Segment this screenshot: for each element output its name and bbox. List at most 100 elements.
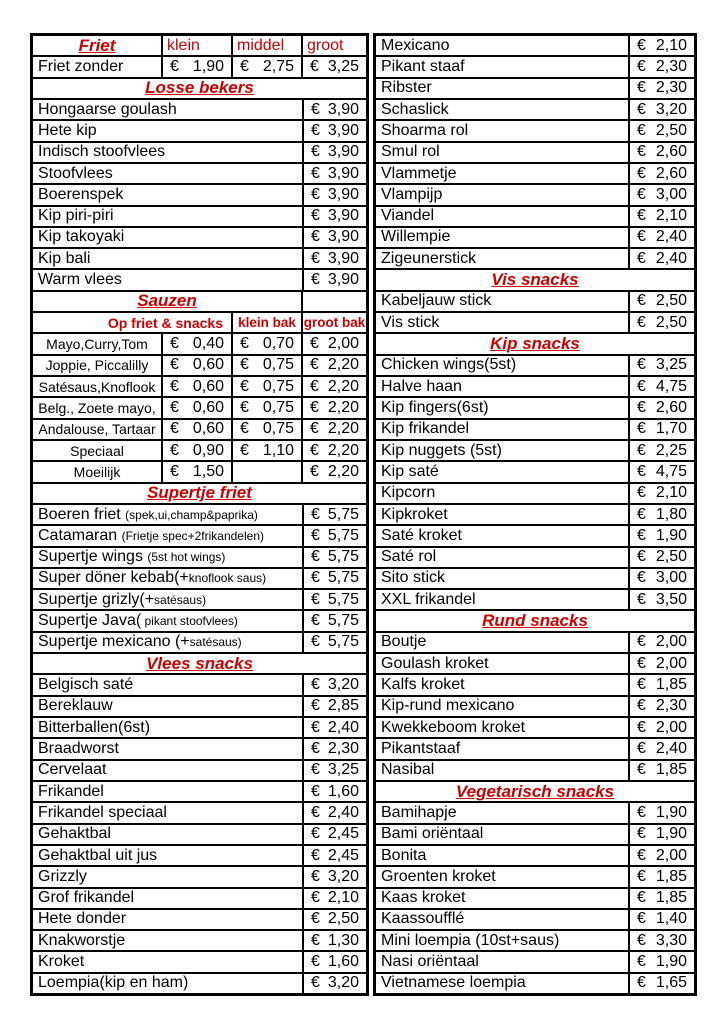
euro-sign: €	[311, 867, 320, 885]
item-price: €2,60	[628, 398, 694, 418]
euro-sign: €	[311, 228, 320, 246]
item-name: Grof frikandel	[33, 889, 302, 908]
item-name-text: Hete kip	[38, 121, 97, 139]
item-price: €2,50	[628, 313, 694, 333]
euro-sign: €	[637, 803, 646, 821]
price-value: 2,00	[655, 633, 687, 651]
price-value: 2,85	[327, 697, 359, 715]
price-value: 5,75	[327, 590, 359, 608]
menu-row: Supertje Java( pikant stoofvlees) €5,75	[33, 609, 366, 631]
item-price: €3,20	[628, 99, 694, 120]
price-value: 0,90	[192, 441, 224, 459]
item-name-text: Supertje grizly(+	[38, 590, 155, 608]
price-value: 1,10	[262, 441, 294, 459]
item-price: €2,00	[628, 632, 694, 653]
section-title: Friet	[78, 36, 116, 55]
euro-sign: €	[170, 377, 179, 395]
price-value: 3,25	[327, 57, 359, 75]
menu-row: Kip saté €4,75	[376, 460, 694, 482]
menu-row: Ribster €2,30	[376, 76, 694, 98]
item-price: €2,20	[301, 462, 366, 482]
price-value: 2,40	[327, 718, 359, 736]
menu-row: Friet zonder €1,90 €2,75 €3,25	[33, 55, 366, 77]
menu-row: Knakworstje €1,30	[33, 929, 366, 951]
price-value: 3,25	[655, 356, 687, 374]
menu-row: Loempia(kip en ham) €3,20	[33, 971, 366, 994]
item-name-text: Frikandel	[38, 782, 104, 800]
section-title: Vis snacks	[491, 270, 579, 290]
euro-sign: €	[311, 143, 320, 161]
price-value: 2,10	[655, 207, 687, 225]
item-price: €5,75	[302, 504, 366, 525]
item-name: Goulash kroket	[376, 654, 628, 673]
price-value: 1,85	[655, 889, 687, 907]
euro-sign: €	[637, 143, 646, 161]
empty-cell	[301, 291, 366, 312]
item-name-text: Bereklauw	[38, 697, 113, 715]
item-name: Boutje	[376, 633, 628, 652]
euro-sign: €	[637, 569, 646, 587]
item-price: €2,85	[302, 696, 366, 716]
menu-row: Halve haan €4,75	[376, 375, 694, 397]
menu-row: Kip nuggets (5st) €2,25	[376, 438, 694, 461]
price-value: 2,60	[655, 164, 687, 182]
item-note: (5st hot wings)	[147, 550, 226, 565]
item-price: €3,90	[302, 185, 366, 205]
item-name-text: Ribster	[381, 79, 432, 97]
item-name-text: Kip frikandel	[381, 420, 470, 438]
item-name: Frikandel	[33, 782, 302, 801]
item-price: €3,00	[628, 568, 694, 589]
menu-row: Kwekkeboom kroket €2,00	[376, 716, 694, 738]
item-name: Kaas kroket	[376, 889, 628, 908]
item-name: Friet zonder	[38, 57, 124, 75]
price-value: 1,90	[192, 57, 224, 75]
item-name-text: Mexicano	[381, 36, 450, 54]
euro-sign: €	[311, 590, 320, 608]
item-name-text: Gehaktbal	[38, 825, 111, 843]
menu-row: Pikantstaaf €2,40	[376, 737, 694, 759]
item-name: Kipkroket	[376, 505, 628, 524]
item-name-text: Bami oriëntaal	[381, 825, 484, 843]
price-value: 1,85	[655, 676, 687, 694]
menu-row: Saté kroket €1,90	[376, 524, 694, 546]
euro-sign: €	[637, 398, 646, 416]
item-price: €0,75	[231, 398, 301, 418]
euro-sign: €	[310, 377, 319, 395]
item-name: Bereklauw	[33, 697, 302, 716]
item-name: Kipcorn	[376, 484, 628, 503]
price-value: 0,60	[192, 377, 224, 395]
item-name-text: Kip takoyaki	[38, 228, 125, 246]
item-name: Gehaktbal uit jus	[33, 846, 302, 865]
item-name-text: Shoarma rol	[381, 121, 469, 139]
menu-row: Boerenspek €3,90	[33, 183, 366, 205]
euro-sign: €	[311, 803, 320, 821]
menu-row: Kip-rund mexicano €2,30	[376, 694, 694, 716]
euro-sign: €	[240, 441, 249, 459]
euro-sign: €	[311, 612, 320, 630]
section-title: Vlees snacks	[146, 654, 253, 673]
menu-row: Shoarma rol €2,50	[376, 119, 694, 141]
item-name-text: Willempie	[381, 228, 451, 246]
item-name-text: Mini loempia (10st+saus)	[381, 931, 560, 949]
menu-row: Sito stick €3,00	[376, 566, 694, 589]
euro-sign: €	[311, 207, 320, 225]
price-value: 3,90	[327, 207, 359, 225]
item-price: €5,75	[302, 547, 366, 567]
section-header-row: Vis snacks	[376, 268, 694, 289]
item-name-text: Kaas kroket	[381, 889, 466, 907]
item-name-text: Kip saté	[381, 462, 439, 480]
euro-sign: €	[311, 974, 320, 992]
item-name-text: Cervelaat	[38, 761, 107, 779]
menu-row: Kip piri-piri €3,90	[33, 204, 366, 226]
item-name: XXL frikandel	[376, 590, 628, 609]
price-value: 4,75	[655, 377, 687, 395]
price-value: 2,40	[327, 803, 359, 821]
item-price: €2,00	[628, 654, 694, 674]
item-price: €1,60	[302, 952, 366, 972]
item-price: €3,20	[302, 675, 366, 695]
item-price: €4,75	[628, 462, 694, 482]
euro-sign: €	[311, 697, 320, 715]
euro-sign: €	[311, 739, 320, 757]
price-value: 3,30	[655, 931, 687, 949]
item-name-text: Belgisch saté	[38, 676, 134, 694]
